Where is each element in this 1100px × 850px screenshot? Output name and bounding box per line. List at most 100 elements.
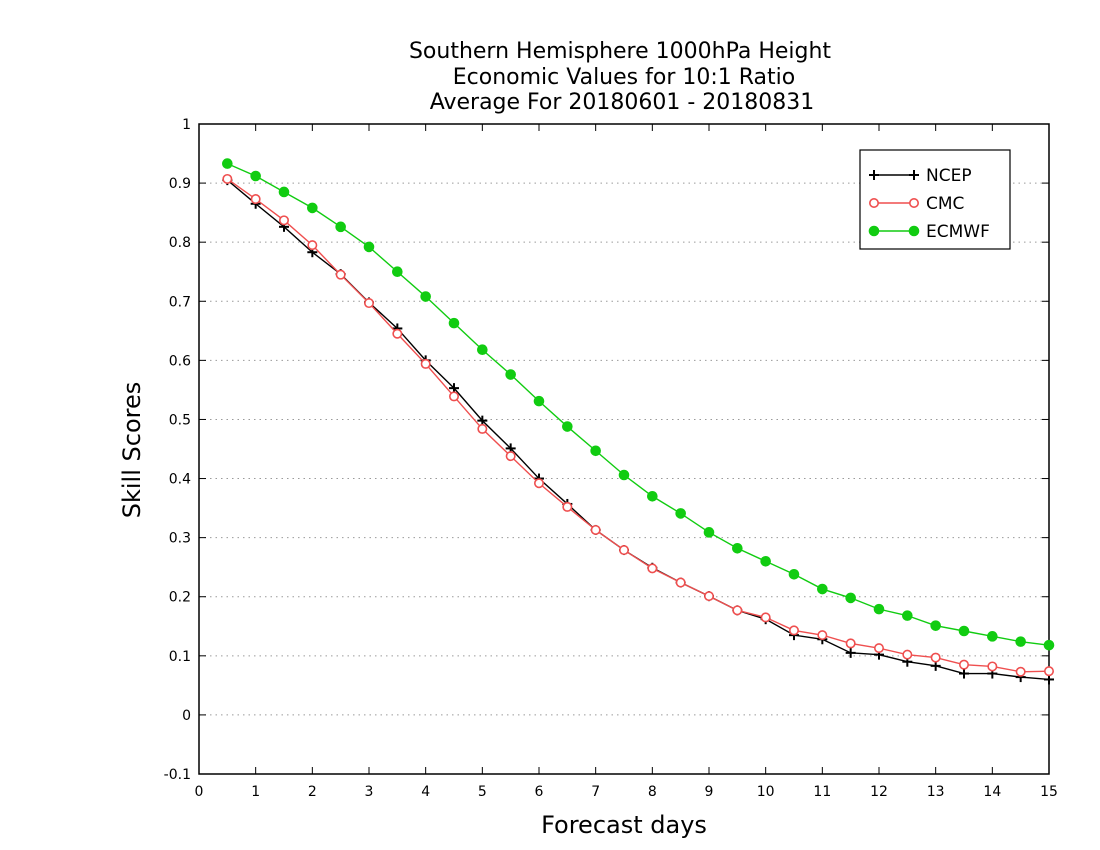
legend-box	[859, 149, 1011, 250]
chart-title: Southern Hemisphere 1000hPa Height Econo…	[409, 39, 831, 115]
data-point-ncep	[845, 647, 856, 658]
data-point-cmc	[250, 194, 261, 205]
data-point-cmc	[647, 563, 658, 574]
x-tick-label: 15	[1040, 784, 1058, 800]
data-point-cmc	[590, 524, 601, 535]
data-point-cmc	[562, 501, 573, 512]
data-point-ecmwf	[732, 542, 743, 554]
data-point-cmc	[788, 625, 799, 636]
data-point-cmc	[222, 173, 233, 184]
legend-item-cmc: CMC	[868, 194, 964, 214]
data-point-ecmwf	[278, 186, 290, 198]
x-tick-label: 13	[927, 784, 945, 800]
chart-title-line-3: Average For 20180601 - 20180831	[430, 90, 815, 115]
data-point-ecmwf	[533, 395, 545, 407]
legend-marker-ecmwf	[908, 225, 920, 237]
series-ncep	[222, 175, 1054, 685]
data-point-ecmwf	[335, 221, 346, 233]
data-point-cmc	[420, 358, 431, 369]
data-point-cmc	[732, 605, 743, 616]
data-point-cmc	[760, 612, 771, 623]
data-point-ecmwf	[590, 445, 601, 457]
legend-item-ncep: NCEP	[869, 166, 972, 186]
y-tick-label: 0.3	[169, 531, 191, 547]
legend-label-ecmwf: ECMWF	[926, 222, 990, 242]
legend-item-ecmwf: ECMWF	[868, 222, 990, 242]
data-point-ecmwf	[392, 266, 403, 278]
legend-label-ncep: NCEP	[926, 166, 972, 186]
data-point-ecmwf	[958, 625, 970, 637]
data-point-ecmwf	[618, 469, 630, 481]
x-tick-label: 7	[591, 784, 600, 800]
y-tick-label: 0.4	[169, 472, 191, 488]
x-tick-label: 1	[251, 784, 260, 800]
x-tick-label: 6	[535, 784, 544, 800]
data-point-cmc	[618, 545, 629, 556]
data-point-cmc	[1015, 666, 1026, 677]
series-group	[222, 158, 1055, 685]
x-tick-label: 0	[195, 784, 204, 800]
legend: NCEP CMC ECMWF	[859, 149, 1011, 250]
data-point-cmc	[363, 298, 374, 309]
plot-area-frame	[198, 123, 1050, 775]
y-tick-label: 0.1	[169, 649, 191, 665]
y-tick-label: 0.8	[169, 235, 191, 251]
data-point-cmc	[477, 423, 488, 434]
legend-marker-ncep	[909, 170, 919, 180]
x-tick-label: 4	[421, 784, 430, 800]
data-point-cmc	[817, 630, 828, 641]
data-point-ecmwf	[250, 170, 261, 182]
data-point-cmc	[278, 215, 289, 226]
data-point-ecmwf	[647, 490, 658, 502]
chart-title-line-2: Economic Values for 10:1 Ratio	[453, 65, 795, 90]
data-point-cmc	[505, 451, 516, 462]
data-point-ecmwf	[703, 527, 715, 538]
y-tick-label: 0.6	[169, 353, 191, 369]
y-tick-label: 1	[182, 117, 191, 133]
data-point-ecmwf	[873, 603, 885, 615]
y-tick-label: 0.5	[169, 412, 191, 428]
data-point-cmc	[1044, 666, 1055, 677]
data-point-cmc	[873, 643, 884, 654]
data-point-ecmwf	[562, 421, 573, 432]
x-tick-label: 9	[705, 784, 714, 800]
data-point-ecmwf	[845, 592, 856, 604]
x-tick-label: 12	[870, 784, 888, 800]
data-point-cmc	[845, 638, 856, 649]
series-cmc	[222, 173, 1055, 677]
legend-marker-ncep	[869, 170, 879, 180]
y-tick-label: 0.2	[169, 590, 191, 606]
y-tick-label: 0.7	[169, 294, 191, 310]
y-tick-label: -0.1	[164, 767, 191, 783]
data-point-ecmwf	[477, 344, 488, 356]
data-point-cmc	[958, 659, 969, 670]
x-tick-label: 14	[983, 784, 1001, 800]
axis-ticks: -0.100.10.20.30.40.50.60.70.80.910 1 2 3 4 5 6…	[164, 117, 1058, 800]
series-line-ncep	[226, 179, 1050, 681]
data-point-ecmwf	[505, 369, 516, 380]
data-point-ecmwf	[930, 620, 941, 631]
x-axis-label: Forecast days	[541, 811, 707, 839]
data-point-ecmwf	[902, 610, 913, 621]
x-tick-label: 3	[365, 784, 374, 800]
data-point-ecmwf	[788, 568, 800, 580]
x-tick-label: 10	[757, 784, 775, 800]
data-point-cmc	[703, 591, 714, 602]
y-axis-label: Skill Scores	[118, 382, 146, 519]
data-point-ecmwf	[760, 555, 771, 567]
data-point-cmc	[902, 649, 913, 660]
data-point-ecmwf	[363, 241, 375, 253]
series-line-cmc	[226, 178, 1050, 673]
data-point-cmc	[533, 478, 544, 489]
data-point-cmc	[675, 577, 686, 588]
legend-marker-cmc	[868, 198, 879, 209]
data-point-ecmwf	[222, 158, 233, 169]
x-tick-label: 11	[813, 784, 831, 800]
y-tick-label: 0	[182, 708, 191, 724]
legend-label-cmc: CMC	[926, 194, 964, 214]
x-tick-label: 5	[478, 784, 487, 800]
data-point-ecmwf	[420, 291, 431, 302]
data-point-ecmwf	[307, 202, 318, 214]
data-point-ecmwf	[817, 583, 828, 595]
data-point-ecmwf	[1043, 639, 1055, 651]
